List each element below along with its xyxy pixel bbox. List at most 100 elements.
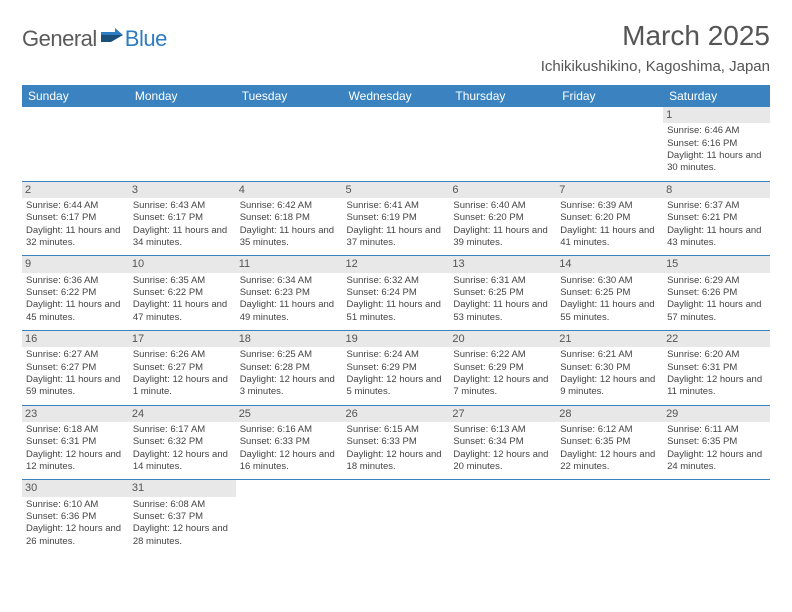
sunrise-text: Sunrise: 6:12 AM — [560, 424, 659, 436]
daylight-text: Daylight: 11 hours and 53 minutes. — [453, 299, 552, 324]
calendar-day-cell: 10Sunrise: 6:35 AMSunset: 6:22 PMDayligh… — [129, 256, 236, 331]
sunset-text: Sunset: 6:26 PM — [667, 287, 766, 299]
sunset-text: Sunset: 6:20 PM — [453, 212, 552, 224]
calendar-day-cell — [343, 480, 450, 554]
sunset-text: Sunset: 6:17 PM — [26, 212, 125, 224]
daylight-text: Daylight: 11 hours and 37 minutes. — [347, 225, 446, 250]
calendar-day-cell: 7Sunrise: 6:39 AMSunset: 6:20 PMDaylight… — [556, 181, 663, 256]
day-number: 23 — [22, 406, 129, 422]
daylight-text: Daylight: 12 hours and 14 minutes. — [133, 449, 232, 474]
day-number: 4 — [236, 182, 343, 198]
sunrise-text: Sunrise: 6:26 AM — [133, 349, 232, 361]
day-number: 19 — [343, 331, 450, 347]
sunrise-text: Sunrise: 6:18 AM — [26, 424, 125, 436]
daylight-text: Daylight: 11 hours and 51 minutes. — [347, 299, 446, 324]
sunrise-text: Sunrise: 6:24 AM — [347, 349, 446, 361]
day-number: 5 — [343, 182, 450, 198]
title-block: March 2025 Ichikikushikino, Kagoshima, J… — [541, 20, 770, 75]
sunrise-text: Sunrise: 6:32 AM — [347, 275, 446, 287]
brand-logo: General Blue — [22, 26, 167, 52]
sunset-text: Sunset: 6:27 PM — [133, 362, 232, 374]
calendar-day-cell — [129, 107, 236, 181]
sunrise-text: Sunrise: 6:31 AM — [453, 275, 552, 287]
day-number: 1 — [663, 107, 770, 123]
calendar-day-cell: 17 Sunrise: 6:26 AMSunset: 6:27 PMDayligh… — [129, 331, 236, 406]
sunrise-text: Sunrise: 6:41 AM — [347, 200, 446, 212]
calendar-body: 1Sunrise: 6:46 AMSunset: 6:16 PMDaylight… — [22, 107, 770, 554]
calendar-day-cell: 27Sunrise: 6:13 AMSunset: 6:34 PMDayligh… — [449, 405, 556, 480]
sunrise-text: Sunrise: 6:15 AM — [347, 424, 446, 436]
day-number: 8 — [663, 182, 770, 198]
day-number: 15 — [663, 256, 770, 272]
sunset-text: Sunset: 6:36 PM — [26, 511, 125, 523]
daylight-text: Daylight: 12 hours and 9 minutes. — [560, 374, 659, 399]
day-number: 29 — [663, 406, 770, 422]
calendar-day-cell — [449, 107, 556, 181]
sunrise-text: Sunrise: 6:16 AM — [240, 424, 339, 436]
day-number: 22 — [663, 331, 770, 347]
calendar-week-row: 16Sunrise: 6:27 AMSunset: 6:27 PMDayligh… — [22, 331, 770, 406]
sunrise-text: Sunrise: 6:46 AM — [667, 125, 766, 137]
day-number: 16 — [22, 331, 129, 347]
day-number: 17 — [129, 331, 236, 347]
daylight-text: Daylight: 12 hours and 22 minutes. — [560, 449, 659, 474]
calendar-day-cell — [236, 480, 343, 554]
day-number: 10 — [129, 256, 236, 272]
sunrise-text: Sunrise: 6:21 AM — [560, 349, 659, 361]
sunrise-text: Sunrise: 6:17 AM — [133, 424, 232, 436]
calendar-day-cell — [449, 480, 556, 554]
calendar-week-row: 2Sunrise: 6:44 AMSunset: 6:17 PMDaylight… — [22, 181, 770, 256]
daylight-text: Daylight: 12 hours and 20 minutes. — [453, 449, 552, 474]
brand-name-b: Blue — [125, 26, 167, 52]
calendar-day-cell: 20Sunrise: 6:22 AMSunset: 6:29 PMDayligh… — [449, 331, 556, 406]
sunset-text: Sunset: 6:25 PM — [453, 287, 552, 299]
sunset-text: Sunset: 6:25 PM — [560, 287, 659, 299]
calendar-day-cell: 22Sunrise: 6:20 AMSunset: 6:31 PMDayligh… — [663, 331, 770, 406]
sunrise-text: Sunrise: 6:44 AM — [26, 200, 125, 212]
calendar-day-cell: 6Sunrise: 6:40 AMSunset: 6:20 PMDaylight… — [449, 181, 556, 256]
weekday-header: Tuesday — [236, 85, 343, 107]
day-number: 27 — [449, 406, 556, 422]
sunrise-text: Sunrise: 6:29 AM — [667, 275, 766, 287]
daylight-text: Daylight: 12 hours and 1 minute. — [133, 374, 232, 399]
day-number: 30 — [22, 480, 129, 496]
weekday-header: Wednesday — [343, 85, 450, 107]
calendar-table: Sunday Monday Tuesday Wednesday Thursday… — [22, 85, 770, 554]
calendar-day-cell: 18Sunrise: 6:25 AMSunset: 6:28 PMDayligh… — [236, 331, 343, 406]
day-number: 9 — [22, 256, 129, 272]
sunset-text: Sunset: 6:33 PM — [240, 436, 339, 448]
sunrise-text: Sunrise: 6:40 AM — [453, 200, 552, 212]
sunrise-text: Sunrise: 6:34 AM — [240, 275, 339, 287]
day-number: 12 — [343, 256, 450, 272]
day-number: 20 — [449, 331, 556, 347]
day-number: 21 — [556, 331, 663, 347]
sunset-text: Sunset: 6:30 PM — [560, 362, 659, 374]
weekday-header: Monday — [129, 85, 236, 107]
sunrise-text: Sunrise: 6:10 AM — [26, 499, 125, 511]
calendar-day-cell: 5Sunrise: 6:41 AMSunset: 6:19 PMDaylight… — [343, 181, 450, 256]
sunrise-text: Sunrise: 6:11 AM — [667, 424, 766, 436]
daylight-text: Daylight: 11 hours and 55 minutes. — [560, 299, 659, 324]
calendar-day-cell: 11Sunrise: 6:34 AMSunset: 6:23 PMDayligh… — [236, 256, 343, 331]
weekday-header: Saturday — [663, 85, 770, 107]
calendar-day-cell: 29Sunrise: 6:11 AMSunset: 6:35 PMDayligh… — [663, 405, 770, 480]
page-header: General Blue March 2025 Ichikikushikino,… — [22, 20, 770, 75]
calendar-day-cell: 12Sunrise: 6:32 AMSunset: 6:24 PMDayligh… — [343, 256, 450, 331]
calendar-day-cell: 13Sunrise: 6:31 AMSunset: 6:25 PMDayligh… — [449, 256, 556, 331]
day-number: 3 — [129, 182, 236, 198]
sunrise-text: Sunrise: 6:42 AM — [240, 200, 339, 212]
daylight-text: Daylight: 12 hours and 26 minutes. — [26, 523, 125, 548]
daylight-text: Daylight: 12 hours and 24 minutes. — [667, 449, 766, 474]
daylight-text: Daylight: 11 hours and 59 minutes. — [26, 374, 125, 399]
calendar-day-cell: 26Sunrise: 6:15 AMSunset: 6:33 PMDayligh… — [343, 405, 450, 480]
day-number: 6 — [449, 182, 556, 198]
sunset-text: Sunset: 6:29 PM — [347, 362, 446, 374]
sunset-text: Sunset: 6:29 PM — [453, 362, 552, 374]
calendar-page: General Blue March 2025 Ichikikushikino,… — [0, 0, 792, 574]
daylight-text: Daylight: 11 hours and 32 minutes. — [26, 225, 125, 250]
calendar-day-cell: 1Sunrise: 6:46 AMSunset: 6:16 PMDaylight… — [663, 107, 770, 181]
sunset-text: Sunset: 6:20 PM — [560, 212, 659, 224]
calendar-day-cell: 24Sunrise: 6:17 AMSunset: 6:32 PMDayligh… — [129, 405, 236, 480]
day-number: 11 — [236, 256, 343, 272]
sunrise-text: Sunrise: 6:22 AM — [453, 349, 552, 361]
